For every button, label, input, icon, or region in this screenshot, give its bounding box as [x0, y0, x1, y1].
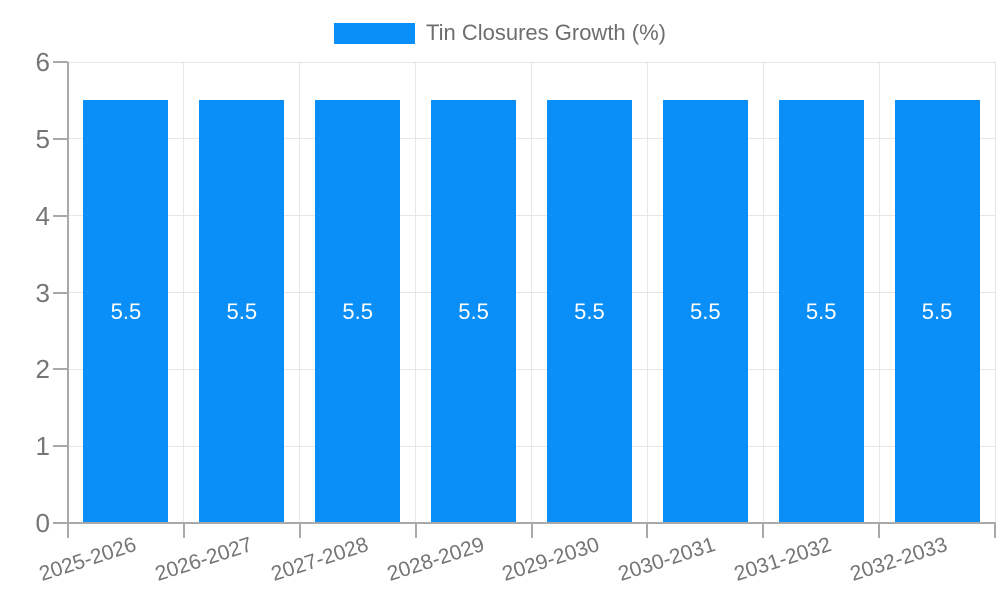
bar-value-label: 5.5 — [342, 298, 373, 324]
plot-area: 5.5 5.5 5.5 5.5 5.5 5.5 5.5 5.5 — [68, 61, 996, 523]
x-tick-label: 2030-2031 — [615, 533, 719, 586]
x-tick-mark — [762, 524, 765, 538]
x-tick-label: 2031-2032 — [731, 533, 835, 586]
x-tick-label: 2032-2033 — [847, 533, 951, 586]
bar — [199, 100, 285, 523]
bar — [83, 100, 169, 523]
y-tick-mark — [53, 291, 68, 294]
bar — [315, 100, 401, 523]
y-tick-label: 2 — [35, 354, 50, 385]
y-tick-label: 6 — [35, 47, 50, 77]
x-tick-mark — [994, 524, 996, 538]
bar — [778, 100, 864, 523]
x-tick-mark — [67, 524, 69, 538]
x-tick-label: 2025-2026 — [36, 533, 140, 586]
y-axis-line — [67, 62, 69, 537]
v-gridline — [646, 62, 648, 523]
bar-value-label: 5.5 — [805, 298, 837, 324]
bar — [431, 100, 517, 523]
bar — [662, 100, 748, 523]
bar-value-label: 5.5 — [574, 298, 605, 324]
y-tick-mark — [53, 368, 68, 371]
bar-value-label: 5.5 — [110, 298, 142, 324]
v-gridline — [415, 62, 417, 523]
bar — [894, 100, 980, 523]
legend-swatch — [333, 22, 415, 44]
x-tick-label: 2029-2030 — [499, 533, 603, 586]
x-tick-mark — [646, 524, 649, 538]
x-tick-mark — [298, 524, 301, 538]
x-tick-mark — [182, 524, 185, 538]
x-axis-line — [53, 522, 996, 524]
bar-value-label: 5.5 — [921, 298, 953, 324]
v-gridline — [762, 62, 764, 523]
legend: Tin Closures Growth (%) — [0, 20, 1000, 46]
y-tick-mark — [53, 214, 68, 217]
legend-label: Tin Closures Growth (%) — [425, 20, 666, 45]
y-tick-label: 5 — [35, 123, 50, 154]
bar-value-label: 5.5 — [226, 298, 258, 324]
x-tick-label: 2028-2029 — [384, 533, 487, 586]
x-tick-mark — [414, 524, 417, 538]
y-tick-label: 3 — [35, 277, 50, 308]
y-tick-mark — [53, 61, 68, 63]
y-tick-mark — [53, 445, 68, 448]
y-tick-label: 0 — [35, 508, 50, 538]
bar — [546, 100, 632, 523]
x-tick-label: 2026-2027 — [152, 533, 255, 586]
x-tick-mark — [530, 524, 533, 538]
bar-value-label: 5.5 — [690, 298, 721, 324]
y-tick-mark — [53, 522, 68, 524]
v-gridline — [994, 62, 996, 523]
v-gridline — [531, 62, 532, 523]
y-tick-mark — [53, 137, 68, 140]
v-gridline — [299, 62, 301, 523]
y-tick-label: 4 — [35, 200, 50, 231]
x-tick-mark — [878, 524, 881, 538]
v-gridline — [183, 62, 185, 523]
x-tick-label: 2027-2028 — [268, 533, 371, 586]
bar-value-label: 5.5 — [458, 298, 489, 324]
y-tick-label: 1 — [35, 431, 50, 462]
v-gridline — [878, 62, 880, 523]
